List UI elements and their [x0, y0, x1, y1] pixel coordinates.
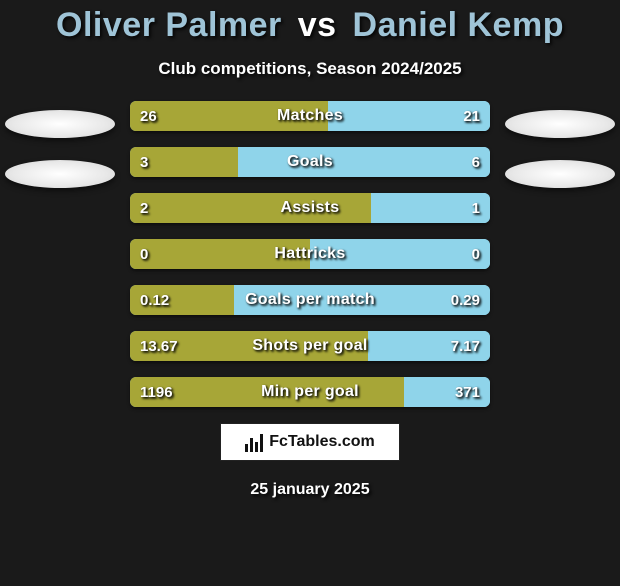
logo-text: FcTables.com	[269, 433, 375, 451]
avatar-placeholder	[505, 160, 615, 188]
stat-label: Matches	[130, 101, 490, 131]
comparison-chart: 2621Matches 36Goals 21Assists 00Hattricks 0.…	[0, 101, 620, 407]
avatar-slot	[503, 101, 618, 147]
avatar-slot	[503, 151, 618, 197]
bars-icon	[245, 432, 265, 452]
stat-label: Goals	[130, 147, 490, 177]
title-vs: vs	[298, 6, 337, 44]
stat-row: 0.120.29Goals per match	[130, 285, 490, 315]
stat-row: 21Assists	[130, 193, 490, 223]
stat-label: Goals per match	[130, 285, 490, 315]
stat-row: 36Goals	[130, 147, 490, 177]
avatar-slot	[3, 151, 118, 197]
avatars-right	[500, 101, 620, 201]
avatars-left	[0, 101, 120, 201]
stat-row: 1196371Min per goal	[130, 377, 490, 407]
date-label: 25 january 2025	[0, 481, 620, 499]
fctables-logo: FcTables.com	[220, 423, 400, 461]
avatar-placeholder	[5, 160, 115, 188]
avatar-slot	[3, 101, 118, 147]
stat-label: Shots per goal	[130, 331, 490, 361]
page-title: Oliver Palmer vs Daniel Kemp	[0, 6, 620, 45]
bars-container: 2621Matches 36Goals 21Assists 00Hattricks 0.…	[130, 101, 490, 407]
avatar-placeholder	[5, 110, 115, 138]
stat-label: Assists	[130, 193, 490, 223]
stat-label: Hattricks	[130, 239, 490, 269]
stat-label: Min per goal	[130, 377, 490, 407]
stat-row: 2621Matches	[130, 101, 490, 131]
avatar-placeholder	[505, 110, 615, 138]
stat-row: 00Hattricks	[130, 239, 490, 269]
subtitle: Club competitions, Season 2024/2025	[0, 59, 620, 79]
title-player1: Oliver Palmer	[56, 6, 282, 44]
stat-row: 13.677.17Shots per goal	[130, 331, 490, 361]
title-player2: Daniel Kemp	[353, 6, 564, 44]
